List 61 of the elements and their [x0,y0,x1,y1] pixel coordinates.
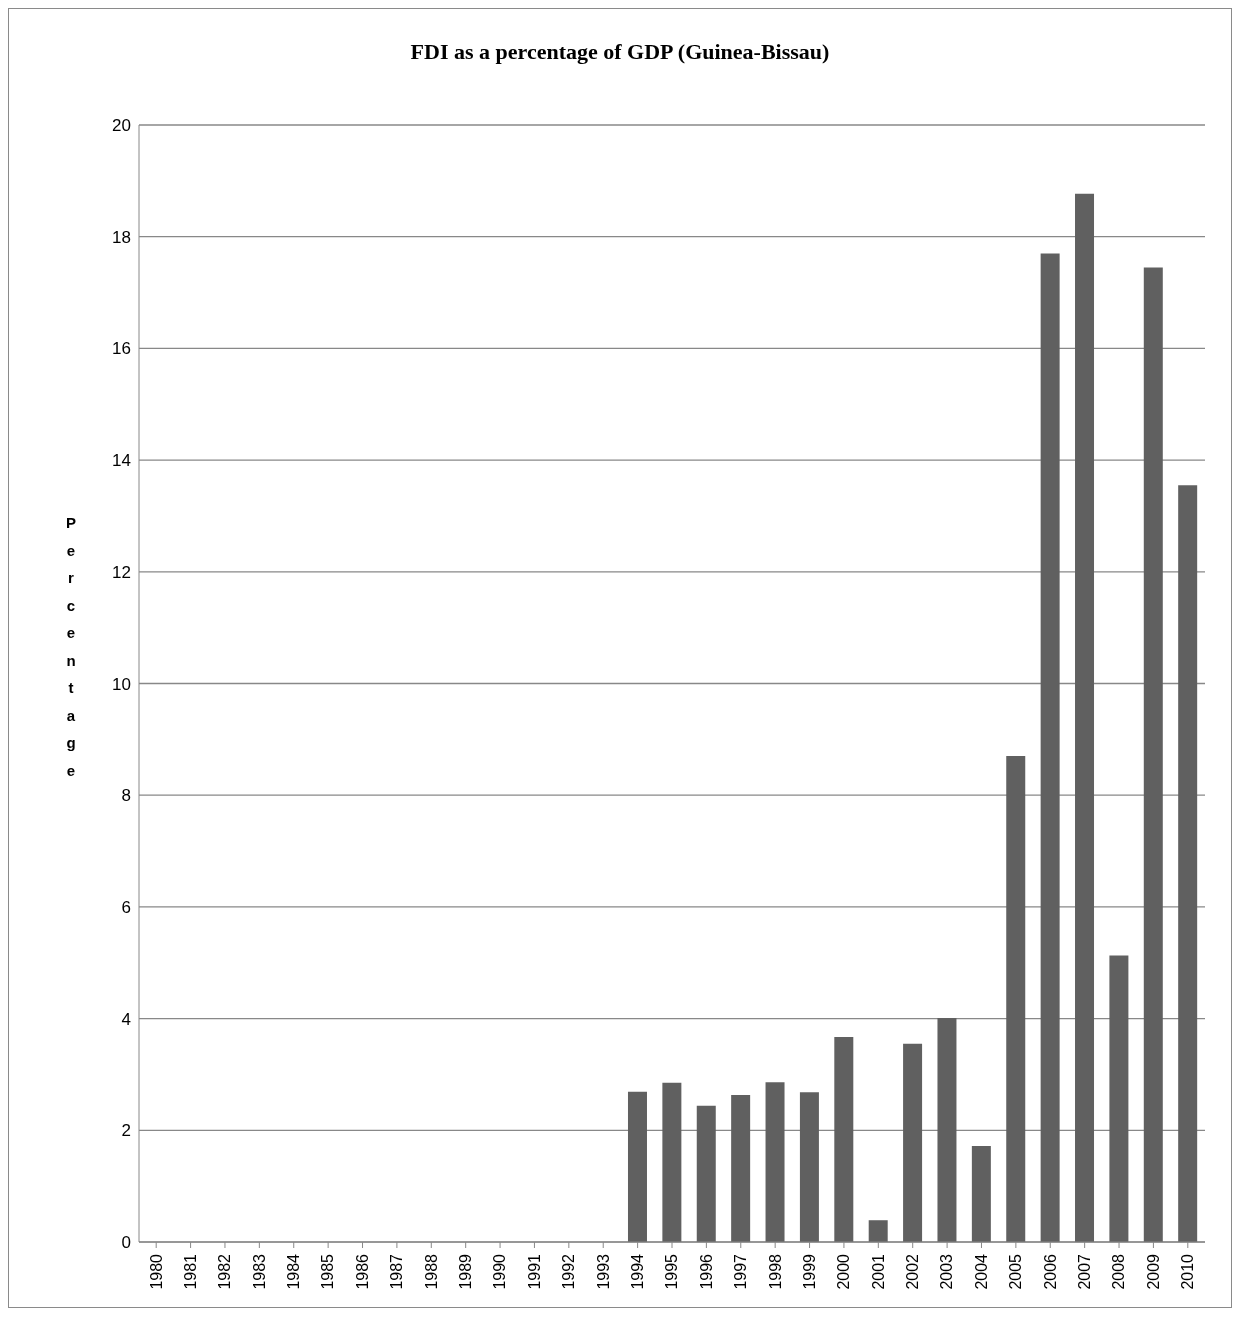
bar [627,1091,647,1242]
x-tick-label: 1995 [663,1253,681,1290]
x-tick-label: 1993 [594,1253,612,1290]
y-tick-label: 0 [121,1233,131,1253]
y-tick-label: 8 [121,786,131,806]
bar [731,1095,751,1242]
y-tick-label: 4 [121,1009,131,1029]
bar [1075,193,1095,1242]
y-tick-label: 16 [112,339,131,359]
y-tick-label: 20 [112,116,131,136]
y-tick-label: 2 [121,1121,131,1141]
bar [1040,253,1060,1242]
x-tick-label: 1991 [525,1253,543,1290]
bar [1109,955,1129,1242]
x-tick-label: 2002 [904,1253,922,1290]
x-tick-label: 2007 [1076,1253,1094,1290]
x-tick-label: 1988 [422,1253,440,1290]
x-tick-label: 1994 [628,1253,646,1290]
x-tick-label: 1998 [766,1253,784,1290]
x-tick-label: 1997 [732,1253,750,1290]
x-tick-label: 1982 [216,1253,234,1290]
x-tick-label: 1987 [388,1253,406,1290]
x-tick-label: 1992 [560,1253,578,1290]
bar [662,1082,682,1242]
x-tick-label: 1996 [697,1253,715,1290]
bar [799,1092,819,1242]
y-tick-label: 14 [112,451,131,471]
bar [971,1145,991,1242]
x-tick-label: 1986 [353,1253,371,1290]
y-tick-label: 12 [112,562,131,582]
text: Percentage [65,514,76,779]
bar [937,1018,957,1242]
x-tick-label: 2004 [972,1253,990,1290]
x-tick-label: 2006 [1041,1253,1059,1290]
x-tick-label: 1981 [181,1253,199,1290]
x-tick-label: 1980 [147,1253,165,1290]
x-tick-label: 2008 [1110,1253,1128,1290]
bar [765,1082,785,1242]
bar [1006,756,1026,1242]
y-tick-label: 6 [121,897,131,917]
x-tick-label: 2005 [1007,1253,1025,1290]
x-tick-label: 1984 [285,1253,303,1290]
chart-title: FDI as a percentage of GDP (Guinea-Bissau) [409,39,831,65]
x-tick-label: 1985 [319,1253,337,1290]
bar [1143,267,1163,1242]
y-tick-label: 18 [112,227,131,247]
bar [696,1105,716,1242]
x-tick-label: 2000 [835,1253,853,1290]
bar [834,1037,854,1242]
x-tick-label: 2001 [869,1253,887,1290]
x-tick-label: 2009 [1144,1253,1162,1290]
x-tick-label: 1999 [800,1253,818,1290]
x-tick-label: 1989 [457,1253,475,1290]
bar [1178,485,1198,1242]
x-tick-label: 2010 [1179,1253,1197,1290]
x-tick-label: 1983 [250,1253,268,1290]
x-tick-label: 1990 [491,1253,509,1290]
y-tick-label: 10 [112,674,131,694]
x-tick-label: 2003 [938,1253,956,1290]
bar [868,1220,888,1242]
bar [903,1043,923,1242]
